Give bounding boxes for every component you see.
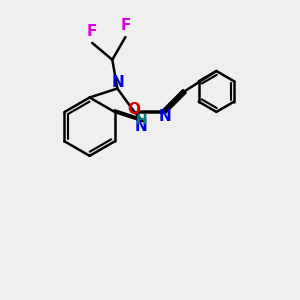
Text: N: N: [135, 119, 148, 134]
Text: O: O: [128, 102, 141, 117]
Text: H: H: [136, 113, 147, 127]
Text: F: F: [87, 23, 98, 38]
Text: N: N: [158, 110, 171, 124]
Text: N: N: [112, 75, 124, 90]
Text: F: F: [120, 18, 130, 33]
